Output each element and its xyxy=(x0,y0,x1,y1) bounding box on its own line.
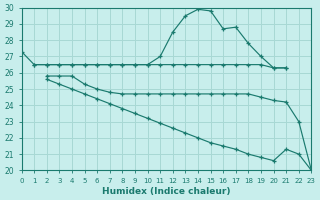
X-axis label: Humidex (Indice chaleur): Humidex (Indice chaleur) xyxy=(102,187,231,196)
